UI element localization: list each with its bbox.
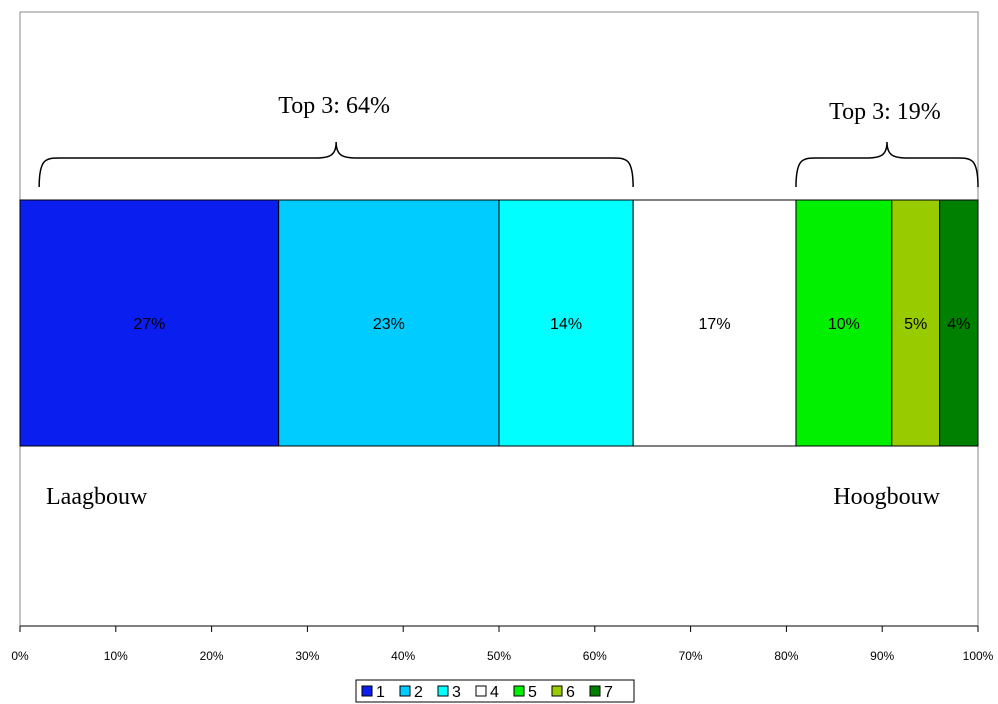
bar-segment-1	[19, 199, 280, 447]
x-tick-label: 60%	[583, 649, 607, 663]
legend-label-3: 3	[452, 684, 461, 701]
data-label-7: 4%	[947, 316, 970, 333]
data-label-3: 14%	[550, 316, 582, 333]
bar-segment-6	[891, 199, 941, 447]
bar-segments	[19, 199, 979, 447]
x-tick-label: 70%	[679, 649, 703, 663]
legend-label-5: 5	[528, 684, 537, 701]
brace-top3-high	[795, 141, 979, 188]
bar-segment-7	[939, 199, 979, 447]
annotations: Top 3: 64% Top 3: 19%	[278, 93, 941, 125]
x-tick-label: 50%	[487, 649, 511, 663]
legend-label-1: 1	[376, 684, 385, 701]
annotation-top3-high: Top 3: 19%	[829, 99, 941, 125]
legend-swatch-3	[437, 685, 449, 697]
legend-label-2: 2	[414, 684, 423, 701]
legend-label-7: 7	[604, 684, 613, 701]
x-tick-label: 40%	[391, 649, 415, 663]
legend-swatch-6	[551, 685, 563, 697]
legend-swatch-5	[513, 685, 525, 697]
x-tick-label: 100%	[963, 649, 994, 663]
x-tick-label: 90%	[870, 649, 894, 663]
x-tick-label: 30%	[295, 649, 319, 663]
legend: 1 2 3 4 5 6 7	[355, 679, 635, 703]
x-tick-label: 20%	[200, 649, 224, 663]
region-labels: Laagbouw Hoogbouw	[46, 484, 941, 510]
brace-top3-low	[38, 141, 634, 188]
legend-label-4: 4	[490, 684, 499, 701]
data-label-4: 17%	[699, 316, 731, 333]
region-label-hoogbouw: Hoogbouw	[833, 484, 940, 510]
data-label-5: 10%	[828, 316, 860, 333]
segment-labels: 27% 23% 14% 17% 10% 5% 4%	[133, 316, 970, 333]
x-tick-label: 80%	[774, 649, 798, 663]
legend-label-6: 6	[566, 684, 575, 701]
legend-swatch-7	[589, 685, 601, 697]
legend-swatch-4	[475, 685, 487, 697]
bar-segment-3	[498, 199, 634, 447]
legend-swatch-2	[399, 685, 411, 697]
bar-segment-5	[795, 199, 893, 447]
region-label-laagbouw: Laagbouw	[46, 484, 148, 510]
data-label-2: 23%	[373, 316, 405, 333]
bar-segment-2	[278, 199, 500, 447]
legend-box	[355, 679, 635, 703]
bar-segment-4	[632, 199, 797, 447]
x-axis: 0% 10% 20% 30% 40% 50% 60% 70% 80% 90% 100%	[11, 625, 994, 663]
data-label-1: 27%	[133, 316, 165, 333]
x-tick-label: 10%	[104, 649, 128, 663]
annotation-top3-low: Top 3: 64%	[278, 93, 390, 119]
data-label-6: 5%	[904, 316, 927, 333]
legend-swatch-1	[361, 685, 373, 697]
braces	[38, 141, 979, 188]
x-tick-label: 0%	[11, 649, 29, 663]
